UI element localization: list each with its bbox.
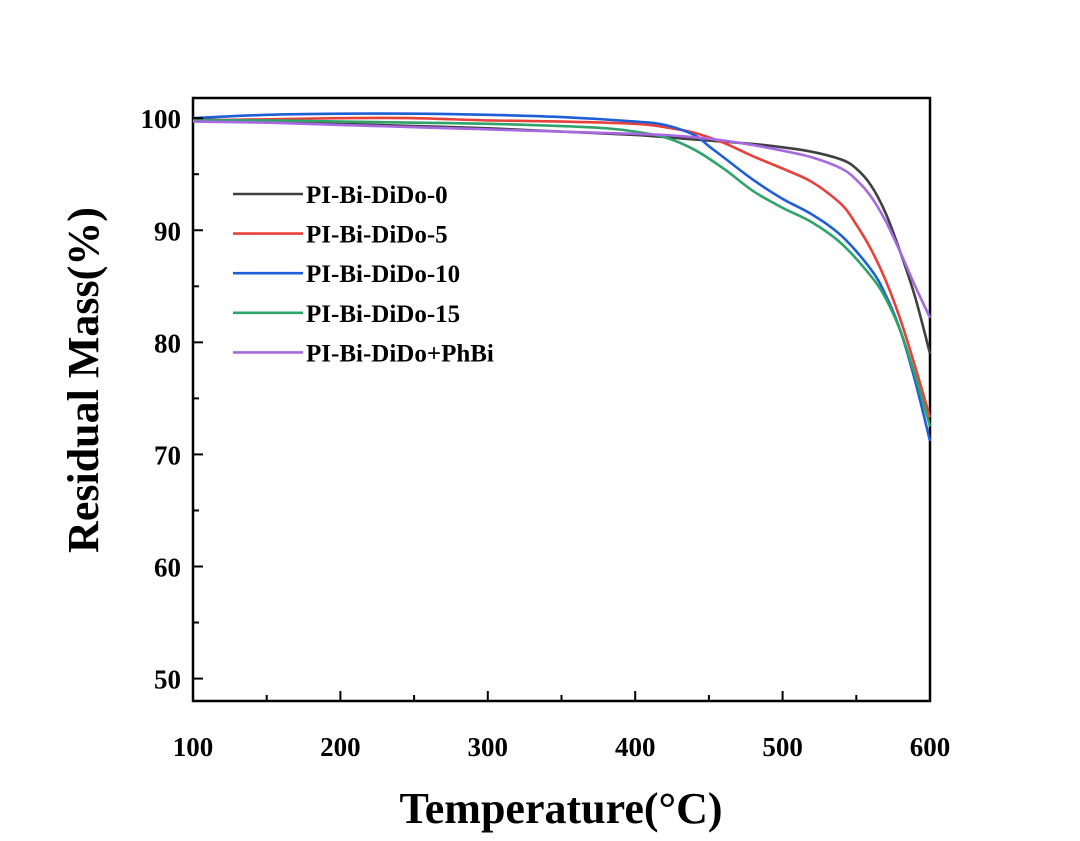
x-axis-title: Temperature(°C) [399, 784, 722, 833]
x-tick-label: 300 [468, 732, 509, 762]
legend-label: PI-Bi-DiDo-5 [306, 222, 448, 249]
x-tick-label: 100 [173, 732, 214, 762]
y-tick-label: 50 [154, 665, 181, 695]
x-tick-label: 400 [615, 732, 656, 762]
legend-label: PI-Bi-DiDo-0 [306, 182, 448, 209]
series-line-2 [192, 112, 932, 442]
y-axis-title: Residual Mass(%) [59, 207, 108, 553]
series-line-1 [192, 116, 932, 418]
legend-label: PI-Bi-DiDo-10 [306, 261, 460, 288]
x-tick-label: 500 [762, 732, 803, 762]
y-tick-label: 70 [154, 440, 181, 470]
y-tick-label: 80 [154, 328, 181, 358]
y-tick-label: 100 [141, 104, 182, 134]
series-group [192, 112, 932, 442]
x-axis-ticks: 100 200 300 400 500 600 [173, 691, 951, 762]
series-line-0 [192, 118, 932, 354]
legend: PI-Bi-DiDo-0 PI-Bi-DiDo-5 PI-Bi-DiDo-10 PI-… [233, 182, 494, 367]
series-line-4 [192, 120, 932, 319]
x-tick-label: 200 [320, 732, 361, 762]
y-tick-label: 90 [154, 216, 181, 246]
x-tick-label: 600 [910, 732, 951, 762]
legend-label: PI-Bi-DiDo+PhBi [306, 340, 494, 367]
legend-label: PI-Bi-DiDo-15 [306, 301, 460, 328]
series-line-3 [192, 119, 932, 427]
y-tick-label: 60 [154, 553, 181, 583]
plot-frame [191, 96, 932, 703]
y-axis-ticks: 50 60 70 80 90 100 [141, 104, 203, 695]
